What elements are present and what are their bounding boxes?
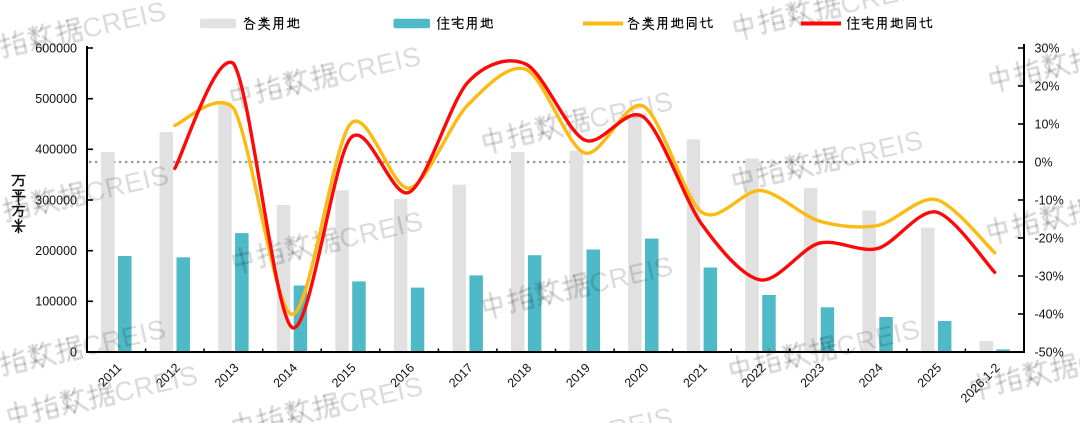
svg-text:CREIS: CREIS bbox=[1074, 332, 1080, 380]
svg-text:300000: 300000 bbox=[35, 193, 77, 207]
svg-text:-10%: -10% bbox=[1035, 193, 1064, 207]
svg-text:0: 0 bbox=[70, 345, 77, 359]
svg-text:20%: 20% bbox=[1035, 79, 1060, 93]
svg-text:-30%: -30% bbox=[1035, 269, 1064, 283]
svg-text:400000: 400000 bbox=[35, 143, 77, 157]
svg-text:30%: 30% bbox=[1035, 41, 1060, 55]
svg-text:-50%: -50% bbox=[1035, 345, 1064, 359]
svg-text:600000: 600000 bbox=[35, 41, 77, 55]
svg-text:200000: 200000 bbox=[35, 244, 77, 258]
svg-text:100000: 100000 bbox=[35, 295, 77, 309]
svg-text:500000: 500000 bbox=[35, 92, 77, 106]
svg-text:-40%: -40% bbox=[1035, 307, 1064, 321]
svg-text:0%: 0% bbox=[1035, 155, 1053, 169]
svg-text:-20%: -20% bbox=[1035, 231, 1064, 245]
svg-text:10%: 10% bbox=[1035, 117, 1060, 131]
